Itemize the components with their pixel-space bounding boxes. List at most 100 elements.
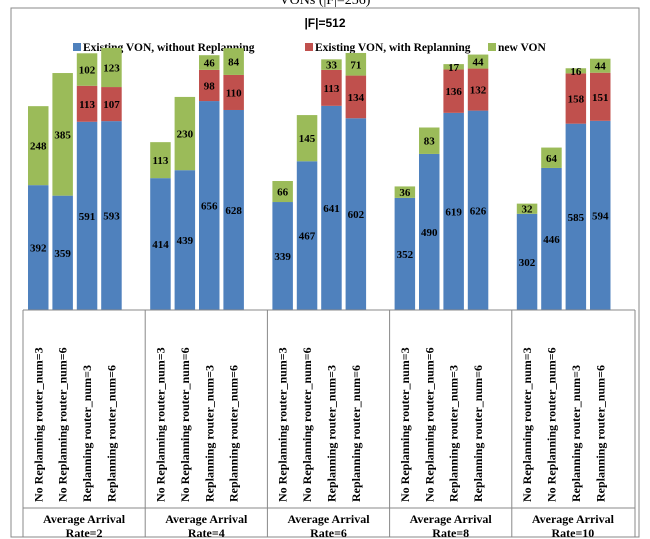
data-label: 602: [348, 209, 365, 221]
category-tick-label: Replanning router_num=3: [324, 365, 338, 502]
group-label-line2: Rate=10: [551, 526, 594, 539]
category-tick-label: Replanning router_num=6: [593, 365, 607, 502]
category-tick-label: Replanning router_num=6: [471, 365, 485, 502]
category-tick-label: Replanning router_num=3: [202, 365, 216, 502]
group-label-line1: Average Arrival: [532, 512, 615, 526]
data-label: 134: [348, 92, 365, 104]
group-label-line2: Rate=4: [188, 526, 225, 539]
data-label: 467: [299, 231, 316, 243]
data-label: 352: [397, 249, 414, 261]
bar-segment: [223, 48, 244, 75]
bar-segment: [76, 85, 98, 122]
group-label-line2: Rate=8: [432, 526, 469, 539]
legend: Existing VON, without Replanning Existing…: [73, 42, 546, 54]
bar-segment: [150, 178, 171, 310]
category-tick-label: Replanning router_num=3: [80, 365, 94, 502]
bar-segment: [296, 115, 318, 162]
legend-swatch: [305, 43, 313, 51]
data-label: 83: [424, 136, 436, 148]
bar-segment: [272, 181, 293, 203]
data-label: 84: [228, 57, 240, 69]
data-label: 248: [30, 141, 47, 153]
data-label: 439: [177, 235, 194, 247]
bar-segment: [443, 64, 464, 70]
data-label: 46: [204, 58, 216, 70]
legend-swatch: [73, 43, 81, 51]
data-label: 446: [543, 234, 560, 246]
category-tick-label: Replanning router_num=3: [569, 365, 583, 502]
bar-segment: [296, 161, 318, 310]
data-label: 44: [473, 57, 485, 69]
bar-segment: [174, 96, 196, 171]
data-label: 230: [177, 129, 194, 141]
bar-segment: [541, 167, 562, 310]
group-label-line2: Rate=6: [310, 526, 347, 539]
bar-segment: [419, 153, 440, 310]
data-label: 641: [323, 203, 340, 215]
data-label: 619: [445, 206, 462, 218]
bar-segment: [52, 195, 73, 310]
legend-label: new VON: [498, 42, 546, 54]
bar-segment: [101, 47, 122, 88]
data-label: 392: [30, 243, 47, 255]
bar-segment: [52, 73, 73, 196]
bar-segment: [199, 69, 220, 102]
bar-segment: [28, 185, 49, 310]
group-label-line1: Average Arrival: [410, 512, 493, 526]
group-label-line2: Rate=2: [66, 526, 103, 539]
bar-segment: [467, 54, 489, 69]
data-label: 44: [595, 61, 607, 73]
data-label: 132: [470, 85, 487, 97]
data-label: 414: [152, 239, 169, 251]
bar-segment: [541, 147, 562, 168]
chart-title: |F|=512: [304, 16, 345, 30]
bar-segment: [394, 197, 416, 310]
bar-segment: [467, 68, 489, 111]
bar-segment: [199, 101, 220, 311]
category-tick-label: Replanning router_num=6: [349, 365, 363, 502]
data-label: 16: [570, 66, 582, 78]
data-label: 102: [79, 65, 96, 77]
category-tick-label: No Replanning router_num=3: [31, 347, 45, 502]
bar-segment: [321, 69, 342, 106]
data-label: 66: [277, 187, 289, 199]
data-label: 593: [103, 211, 120, 223]
group-label-line1: Average Arrival: [287, 512, 370, 526]
category-tick-label: Replanning router_num=3: [447, 365, 461, 502]
data-label: 110: [226, 87, 242, 99]
bar-segment: [345, 118, 367, 310]
data-label: 113: [152, 155, 168, 167]
data-label: 113: [79, 99, 95, 111]
category-tick-label: No Replanning router_num=3: [153, 347, 167, 502]
category-tick-label: Replanning router_num=6: [104, 365, 118, 502]
category-tick-label: No Replanning router_num=6: [544, 347, 558, 502]
data-label: 591: [79, 211, 96, 223]
data-label: 626: [470, 205, 487, 217]
bar-segment: [394, 186, 416, 198]
data-label: 628: [225, 205, 242, 217]
bar-segment: [223, 74, 244, 110]
bar-segment: [565, 123, 587, 311]
bar-segment: [321, 59, 342, 70]
data-label: 585: [568, 212, 585, 224]
data-label: 385: [54, 129, 71, 141]
bar-segment: [419, 127, 440, 154]
legend-label: Existing VON, with Replanning: [315, 42, 471, 54]
legend-label: Existing VON, without Replanning: [83, 42, 255, 54]
bar-segment: [272, 202, 293, 310]
data-label: 123: [103, 62, 120, 74]
bar-segment: [443, 69, 464, 113]
category-tick-label: No Replanning router_num=6: [56, 347, 70, 502]
data-label: 71: [350, 59, 361, 71]
bar-segment: [101, 121, 122, 310]
bars-layer: 392 248 359 385 591 113 102 593 107 123 414 113 439 2…: [28, 47, 611, 311]
bar-segment: [345, 52, 367, 76]
bar-segment: [565, 68, 587, 74]
group-label-line1: Average Arrival: [43, 512, 126, 526]
data-label: 136: [445, 86, 462, 98]
bar-segment: [443, 112, 464, 310]
bar-segment: [516, 213, 538, 310]
bar-segment: [223, 109, 244, 311]
bar-segment: [467, 110, 489, 310]
